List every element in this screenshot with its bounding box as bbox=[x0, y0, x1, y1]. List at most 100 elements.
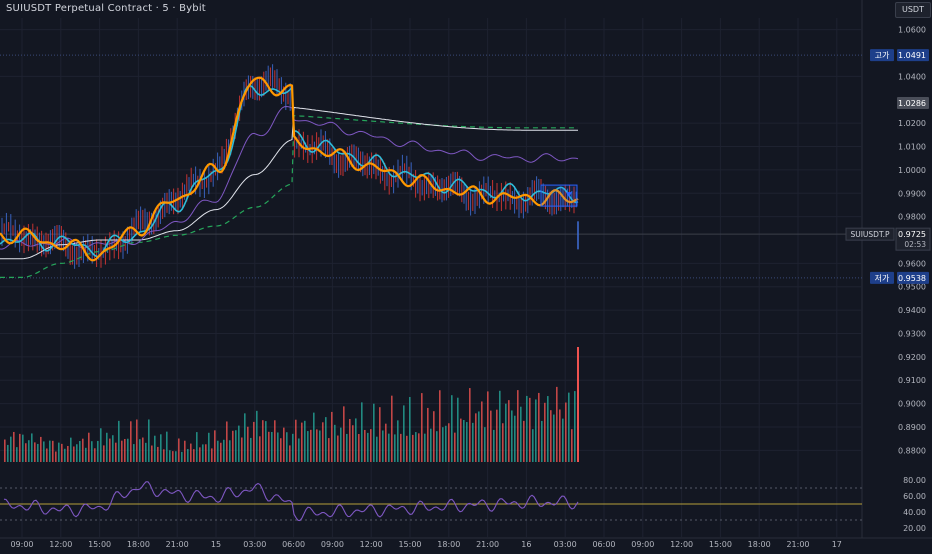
volume-bar bbox=[424, 433, 426, 462]
rsi-tick-label: 60.00 bbox=[903, 492, 926, 501]
volume-bar bbox=[319, 430, 321, 462]
time-tick-label: 09:00 bbox=[321, 540, 344, 549]
time-tick-label: 15:00 bbox=[88, 540, 111, 549]
volume-bar bbox=[7, 444, 9, 462]
volume-bar bbox=[496, 409, 498, 462]
volume-bar bbox=[103, 445, 105, 462]
price-tick-label: 1.0400 bbox=[898, 72, 926, 81]
volume-bar bbox=[391, 395, 393, 462]
volume-bar bbox=[451, 395, 453, 462]
volume-bar bbox=[226, 421, 228, 462]
volume-bar bbox=[112, 435, 114, 462]
volume-bar bbox=[556, 386, 558, 462]
volume-bar bbox=[445, 425, 447, 462]
price-tick-label: 1.0200 bbox=[898, 119, 926, 128]
rsi-tick-label: 40.00 bbox=[903, 508, 926, 517]
volume-bar bbox=[412, 434, 414, 462]
volume-bar bbox=[397, 420, 399, 462]
volume-bar bbox=[37, 443, 39, 462]
volume-bar bbox=[88, 432, 90, 462]
time-tick-label: 17 bbox=[832, 540, 842, 549]
volume-bar bbox=[247, 426, 249, 462]
volume-bar bbox=[508, 400, 510, 462]
volume-bar bbox=[466, 422, 468, 462]
volume-bar bbox=[145, 442, 147, 462]
volume-bar bbox=[382, 430, 384, 462]
currency-button[interactable]: USDT bbox=[895, 2, 931, 18]
volume-bar bbox=[361, 402, 363, 462]
volume-bar bbox=[190, 443, 192, 462]
time-tick-label: 15:00 bbox=[398, 540, 421, 549]
volume-bar bbox=[535, 399, 537, 462]
volume-bar bbox=[370, 429, 372, 462]
volume-bar bbox=[475, 413, 477, 462]
volume-bar bbox=[274, 420, 276, 462]
volume-bar bbox=[79, 441, 81, 462]
volume-bar bbox=[328, 438, 330, 462]
volume-bar bbox=[211, 448, 213, 462]
volume-bar bbox=[547, 396, 549, 462]
volume-bar bbox=[313, 412, 315, 462]
volume-bar bbox=[193, 449, 195, 462]
price-tick-label: 0.8900 bbox=[898, 423, 926, 432]
volume-bar bbox=[97, 440, 99, 462]
time-tick-label: 03:00 bbox=[554, 540, 577, 549]
volume-bar bbox=[67, 445, 69, 462]
volume-bar bbox=[457, 397, 459, 462]
volume-bar bbox=[565, 402, 567, 462]
volume-bar bbox=[472, 422, 474, 462]
volume-bar bbox=[394, 434, 396, 462]
volume-bar bbox=[469, 388, 471, 462]
volume-bar bbox=[205, 444, 207, 462]
volume-bar bbox=[124, 438, 126, 462]
volume-bar bbox=[463, 420, 465, 462]
time-tick-label: 09:00 bbox=[10, 540, 33, 549]
time-tick-label: 18:00 bbox=[127, 540, 150, 549]
volume-bar bbox=[70, 437, 72, 462]
volume-bar bbox=[442, 427, 444, 462]
volume-bar bbox=[511, 410, 513, 462]
time-tick-label: 18:00 bbox=[437, 540, 460, 549]
volume-bar bbox=[517, 390, 519, 462]
volume-bar bbox=[265, 421, 267, 462]
volume-bar bbox=[364, 429, 366, 462]
rsi-tick-label: 80.00 bbox=[903, 476, 926, 485]
rsi-line bbox=[3, 481, 579, 522]
volume-bar bbox=[43, 441, 45, 462]
volume-bar bbox=[502, 423, 504, 462]
price-range-box bbox=[540, 184, 578, 207]
volume-bar bbox=[214, 430, 216, 462]
volume-bar bbox=[538, 392, 540, 462]
volume-bar bbox=[349, 418, 351, 462]
volume-bar bbox=[481, 401, 483, 462]
volume-bar bbox=[346, 433, 348, 462]
volume-bar bbox=[139, 439, 141, 462]
volume-bar bbox=[436, 431, 438, 462]
volume-bar bbox=[340, 427, 342, 462]
series-ma-long bbox=[0, 114, 578, 278]
volume-bar bbox=[553, 414, 555, 462]
volume-bar bbox=[337, 435, 339, 462]
volume-bar bbox=[73, 446, 75, 462]
volume-bar bbox=[199, 447, 201, 462]
time-tick-label: 15 bbox=[211, 540, 221, 549]
volume-bar bbox=[271, 431, 273, 462]
volume-bar bbox=[40, 436, 42, 462]
volume-bar bbox=[157, 446, 159, 462]
volume-bar bbox=[175, 451, 177, 462]
volume-bar bbox=[217, 440, 219, 462]
volume-bar bbox=[127, 438, 129, 462]
volume-bar bbox=[262, 420, 264, 462]
volume-bar bbox=[76, 444, 78, 462]
volume-bar bbox=[259, 436, 261, 462]
volume-bar bbox=[406, 435, 408, 462]
volume-bar bbox=[499, 390, 501, 462]
volume-bar bbox=[106, 432, 108, 462]
volume-bar bbox=[82, 438, 84, 462]
price-tick-label: 0.9400 bbox=[898, 306, 926, 315]
high-tag: 고가 bbox=[875, 51, 890, 60]
volume-bar bbox=[85, 447, 87, 462]
volume-bar bbox=[280, 438, 282, 462]
